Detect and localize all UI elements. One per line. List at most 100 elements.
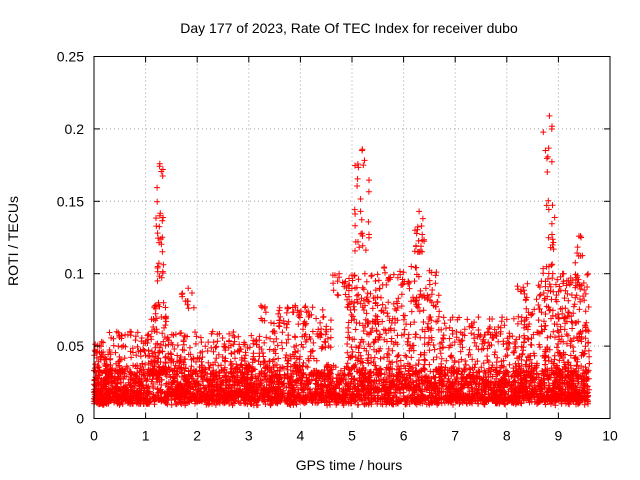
data-point [474,376,481,382]
data-point [400,269,407,276]
data-point [383,364,390,371]
data-point [483,397,489,404]
data-point [123,363,130,370]
data-point [226,330,233,337]
data-point [389,371,396,378]
data-point [320,313,327,320]
data-point [302,322,309,328]
data-point [111,396,118,402]
data-point [123,391,130,397]
data-point [263,363,270,370]
data-point [523,314,530,321]
data-point [372,300,379,307]
data-point [140,401,147,407]
data-point [360,365,367,371]
data-point [142,361,149,368]
data-point [216,372,223,379]
data-point [444,396,451,403]
data-point [193,359,199,365]
data-point [221,372,228,379]
data-point [396,379,403,386]
data-point [359,284,366,291]
data-point [476,368,483,375]
data-point [261,305,268,312]
data-point [139,360,146,367]
data-point [418,374,425,381]
data-point [237,386,244,393]
data-point [160,338,167,345]
data-point [431,386,437,393]
data-point [361,385,368,392]
data-point [372,336,379,343]
data-point [327,334,334,341]
data-point [432,272,439,279]
data-point [215,351,222,358]
data-point [230,393,237,400]
data-point [441,320,448,327]
data-point [284,401,291,407]
data-point [320,396,327,403]
data-point [469,388,476,395]
data-point [577,384,583,391]
data-point [408,397,415,404]
data-point [361,400,367,407]
data-point [351,398,357,405]
data-point [242,400,249,407]
data-point [417,386,424,393]
data-point [353,292,360,299]
data-point [514,320,521,327]
data-point [262,376,269,383]
data-point [378,294,384,301]
data-point [345,319,352,326]
data-point [360,297,367,304]
data-point [241,397,248,404]
data-point [373,327,380,334]
data-point [244,376,251,383]
data-point [513,363,520,370]
data-point [108,382,115,389]
data-point [416,308,423,315]
data-point [461,368,468,375]
data-point [386,358,393,365]
data-point [454,316,461,323]
data-point [145,353,152,360]
data-point [230,365,236,372]
data-point [300,359,307,366]
data-point [405,335,412,342]
data-point [208,344,215,351]
data-point [285,318,292,325]
data-point [439,335,446,341]
data-point [422,285,429,292]
data-point [518,343,525,350]
data-point [463,375,470,382]
data-point [193,333,200,340]
data-point [231,338,238,345]
data-point [359,371,366,378]
data-point [385,299,392,306]
data-point [133,352,140,359]
data-point [202,343,209,350]
data-point [276,304,283,311]
data-point [130,387,137,394]
data-point [260,385,267,392]
data-point [483,388,489,395]
data-point [305,357,312,364]
data-point [408,384,415,391]
data-point [491,389,498,396]
data-point [317,373,324,380]
data-point [148,358,154,365]
data-point [492,380,499,387]
data-point [285,336,292,343]
data-point [491,351,498,358]
data-point [528,311,535,318]
data-point [453,328,460,335]
data-point [106,347,113,353]
data-point [510,388,517,395]
data-point [128,383,135,390]
data-point [107,351,114,358]
data-point [427,327,434,334]
data-point [365,341,372,348]
data-point [172,400,179,407]
data-point [140,346,147,353]
data-point [419,380,426,387]
